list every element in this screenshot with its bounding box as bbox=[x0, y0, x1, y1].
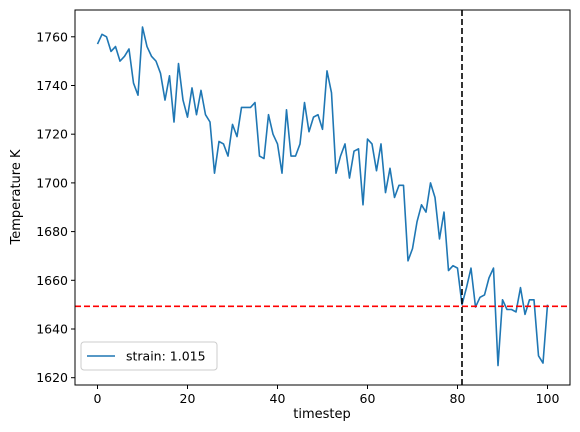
legend-box bbox=[80, 341, 218, 371]
x-tick-label: 20 bbox=[180, 391, 196, 406]
y-tick-label: 1660 bbox=[36, 273, 68, 288]
series-line-0 bbox=[96, 26, 549, 367]
legend: strain: 1.015 bbox=[80, 341, 218, 371]
y-tick-label: 1680 bbox=[36, 224, 68, 239]
x-tick-label: 60 bbox=[360, 391, 376, 406]
y-tick-label: 1620 bbox=[36, 370, 68, 385]
y-axis-label: Temperature K bbox=[9, 149, 24, 245]
x-tick-label: 80 bbox=[450, 391, 466, 406]
y-tick-label: 1700 bbox=[36, 175, 68, 190]
plot-frame bbox=[74, 9, 571, 386]
x-axis-label: timestep bbox=[293, 407, 351, 422]
legend-label: strain: 1.015 bbox=[126, 349, 206, 364]
y-tick-label: 1640 bbox=[36, 321, 68, 336]
x-tick-label: 100 bbox=[536, 391, 560, 406]
y-tick-label: 1760 bbox=[36, 29, 68, 44]
x-tick-label: 0 bbox=[94, 391, 102, 406]
x-tick-label: 40 bbox=[270, 391, 286, 406]
y-tick-label: 1720 bbox=[36, 127, 68, 142]
y-tick-label: 1740 bbox=[36, 78, 68, 93]
